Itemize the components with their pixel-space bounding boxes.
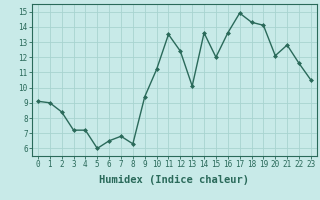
X-axis label: Humidex (Indice chaleur): Humidex (Indice chaleur) [100, 175, 249, 185]
